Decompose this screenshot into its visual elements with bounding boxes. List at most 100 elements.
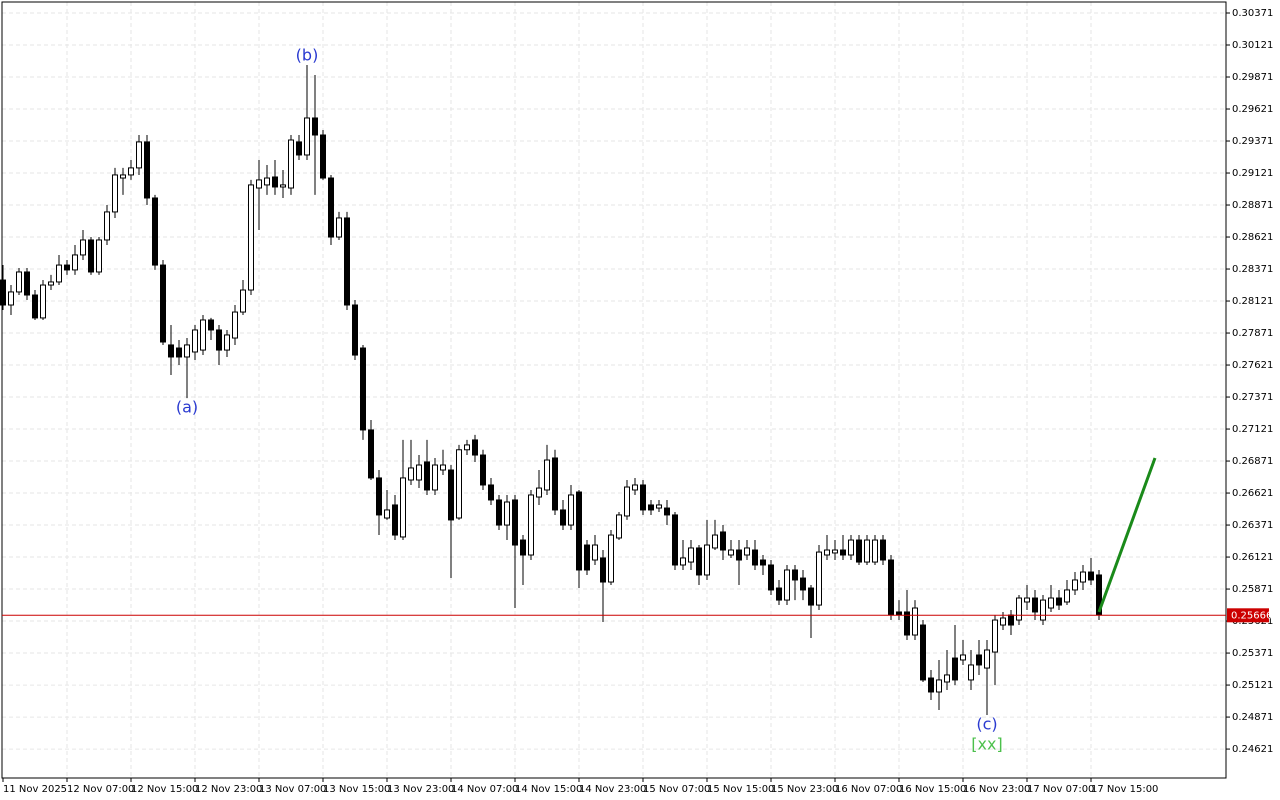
candle-body [936, 679, 942, 693]
candle-body [424, 461, 430, 491]
candle-body [832, 549, 838, 554]
x-tick-label: 12 Nov 23:00 [195, 784, 262, 795]
candle-body [216, 329, 222, 351]
candle-body [544, 459, 550, 491]
candle-body [920, 624, 926, 681]
candle-body [136, 141, 142, 169]
last-price-box [1227, 608, 1269, 623]
candle-body [464, 444, 470, 451]
last-price-label: 0.25666 [1231, 610, 1272, 621]
candle-body [16, 271, 22, 293]
candle-body [64, 264, 70, 271]
y-tick-label: 0.28871 [1232, 200, 1273, 211]
candle-body [120, 174, 126, 179]
candle-body [816, 551, 822, 606]
plot-area [2, 2, 1226, 778]
candle-body [712, 534, 718, 549]
candle-body [944, 674, 950, 683]
candle-body [888, 559, 894, 616]
candle-body [720, 531, 726, 551]
candle-body [880, 539, 886, 561]
x-tick-label: 16 Nov 15:00 [899, 784, 966, 795]
candle-body [288, 139, 294, 189]
candle-body [568, 494, 574, 526]
candle-body [928, 677, 934, 693]
candle-body [488, 484, 494, 501]
candle-body [176, 347, 182, 358]
y-tick-label: 0.26621 [1232, 488, 1273, 499]
candle-body [1088, 571, 1094, 581]
candle-body [40, 284, 46, 319]
candle-body [296, 141, 302, 156]
candle-body [528, 494, 534, 556]
candle-body [48, 281, 54, 286]
y-tick-label: 0.26121 [1232, 552, 1273, 563]
candle-body [520, 539, 526, 556]
candle-body [0, 279, 6, 306]
candle-body [232, 311, 238, 339]
candle-body [760, 559, 766, 566]
y-tick-label: 0.24621 [1232, 744, 1273, 755]
y-tick-label: 0.25121 [1232, 680, 1273, 691]
candle-body [696, 547, 702, 576]
candle-body [1040, 599, 1046, 621]
candle-body [360, 347, 366, 431]
candle-body [784, 569, 790, 601]
candle-body [336, 217, 342, 238]
candle-body [88, 239, 94, 273]
candle-body [1056, 597, 1062, 606]
candle-body [1008, 614, 1014, 626]
candle-body [320, 134, 326, 179]
x-tick-label: 17 Nov 07:00 [1027, 784, 1094, 795]
candle-body [584, 544, 590, 571]
y-tick-label: 0.25871 [1232, 584, 1273, 595]
candle-body [616, 514, 622, 539]
candle-body [904, 611, 910, 636]
candle-body [648, 504, 654, 511]
candle-body [824, 549, 830, 556]
candle-body [960, 654, 966, 661]
candle-body [952, 657, 958, 681]
candle-body [248, 184, 254, 291]
y-tick-label: 0.27121 [1232, 424, 1273, 435]
candle-body [608, 534, 614, 583]
candle-body [856, 539, 862, 563]
candle-body [560, 509, 566, 526]
candle-body [448, 469, 454, 521]
candle-body [200, 319, 206, 351]
candle-body [848, 539, 854, 556]
candle-body [104, 211, 110, 241]
x-tick-label: 12 Nov 15:00 [131, 784, 198, 795]
candle-body [112, 174, 118, 213]
candle-body [552, 457, 558, 511]
candle-body [640, 484, 646, 511]
candle-body [576, 491, 582, 571]
candle-body [400, 477, 406, 538]
x-tick-label: 15 Nov 07:00 [643, 784, 710, 795]
candle-body [144, 141, 150, 199]
candle-body [312, 117, 318, 136]
y-tick-label: 0.30121 [1232, 40, 1273, 51]
candle-body [8, 291, 14, 306]
candle-body [808, 587, 814, 606]
candle-body [440, 464, 446, 471]
candle-body [1064, 589, 1070, 603]
candle-body [408, 467, 414, 481]
candle-body [840, 549, 846, 556]
wave-label: (c) [976, 715, 997, 734]
y-tick-label: 0.29121 [1232, 168, 1273, 179]
candle-body [680, 557, 686, 566]
candle-body [184, 344, 190, 358]
candle-body [328, 177, 334, 238]
candle-body [656, 504, 662, 509]
candle-body [864, 539, 870, 563]
candle-body [912, 607, 918, 636]
wave-label: (b) [296, 45, 319, 64]
candle-body [536, 487, 542, 498]
y-tick-label: 0.27621 [1232, 360, 1273, 371]
candle-body [160, 264, 166, 343]
candle-body [96, 239, 102, 273]
candle-body [344, 217, 350, 306]
y-tick-label: 0.25371 [1232, 648, 1273, 659]
